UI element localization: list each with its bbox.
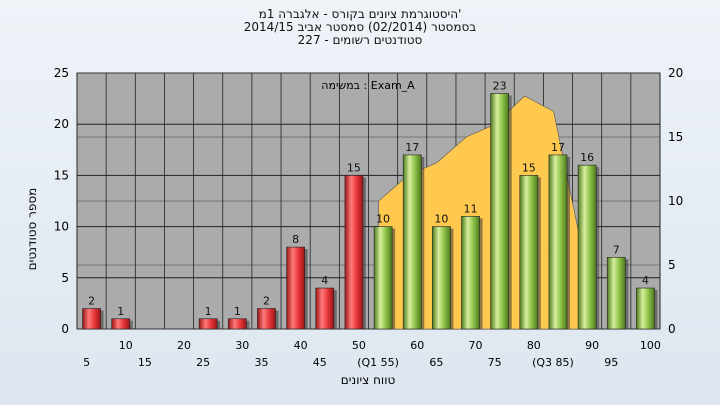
x-tick-label: 25: [196, 356, 210, 369]
bar-75: [490, 93, 510, 330]
plot-annotation: במשימה : Exam_A: [321, 79, 415, 92]
y-axis-label: מספר סטודנטים: [25, 188, 39, 271]
x-tick-label: 10: [119, 339, 133, 352]
value-label-40: 8: [292, 233, 299, 246]
bar-30: [227, 318, 247, 330]
x-tick-label: 90: [585, 339, 599, 352]
value-label-100: 4: [642, 274, 649, 287]
x-tick-label: 65: [429, 356, 443, 369]
y-tick-label: 25: [54, 66, 69, 80]
bar-100: [636, 287, 655, 330]
bar-10: [111, 318, 131, 330]
y2-tick-label: 0: [668, 322, 676, 336]
chart-title-line-2: בסמסטר (02/2014) סמסטר אביב 2014/15: [243, 20, 477, 34]
x-tick-label: 5: [83, 356, 90, 369]
value-label-75: 23: [493, 79, 507, 92]
bar-25: [198, 318, 218, 330]
value-label-55: 10: [376, 213, 390, 226]
y2-tick-label: 5: [668, 258, 676, 272]
y2-tick-label: 15: [668, 130, 683, 144]
value-label-60: 17: [405, 141, 419, 154]
value-label-80: 15: [522, 161, 536, 174]
bar-40: [286, 246, 305, 330]
y2-tick-label: 10: [668, 194, 683, 208]
x-tick-label: 35: [254, 356, 268, 369]
x-tick-label: 80: [527, 339, 541, 352]
value-label-45: 4: [321, 274, 328, 287]
bar-85: [548, 154, 568, 330]
value-label-85: 17: [551, 141, 565, 154]
bar-5: [82, 308, 101, 330]
x-tick-label: 45: [313, 356, 327, 369]
value-label-70: 11: [464, 202, 478, 215]
x-tick-label: 95: [604, 356, 618, 369]
bar-35: [257, 308, 276, 330]
x-tick-label: (Q1 55): [357, 356, 399, 369]
y-tick-label: 10: [54, 220, 69, 234]
y-tick-label: 0: [61, 322, 69, 336]
y-tick-label: 20: [54, 117, 69, 131]
value-label-65: 10: [434, 213, 448, 226]
y2-tick-label: 20: [668, 66, 683, 80]
x-tick-label: 100: [640, 339, 661, 352]
y2-axis-ticks: 0 5 10 15 20: [668, 66, 683, 336]
bar-70: [461, 216, 480, 330]
chart-title-line-1: היסטוגרמת ציונים בקורס - אלגברה 1מ': [258, 7, 462, 21]
bar-95: [606, 257, 626, 330]
bars: [82, 93, 658, 330]
x-tick-label: 30: [235, 339, 249, 352]
x-tick-label: (Q3 85): [532, 356, 574, 369]
bar-80: [519, 175, 539, 330]
value-label-5: 2: [88, 295, 95, 308]
x-tick-label: 15: [138, 356, 152, 369]
x-tick-label: 70: [469, 339, 483, 352]
value-label-25: 1: [205, 305, 212, 318]
value-label-35: 2: [263, 295, 270, 308]
x-tick-label: 40: [294, 339, 308, 352]
x-axis-ticks: 5 10 15 20 25 30 35 40 45 50 (Q1 55) 60 65 70 75 80 (Q3 …: [83, 339, 661, 369]
x-axis-label: טווח ציונים: [341, 373, 396, 387]
bar-50: [344, 175, 364, 330]
bar-90: [577, 164, 597, 330]
bar-45: [315, 287, 335, 330]
value-label-30: 1: [234, 305, 241, 318]
value-label-10: 1: [117, 305, 124, 318]
value-label-50: 15: [347, 161, 361, 174]
bar-65: [432, 226, 451, 330]
bar-60: [402, 154, 422, 330]
y-tick-label: 15: [54, 168, 69, 182]
x-tick-label: 75: [488, 356, 502, 369]
value-label-95: 7: [613, 243, 620, 256]
bar-55: [373, 226, 393, 330]
value-label-90: 16: [580, 151, 594, 164]
x-tick-label: 20: [177, 339, 191, 352]
x-tick-label: 50: [352, 339, 366, 352]
y-axis-ticks: 0 5 10 15 20 25: [54, 66, 69, 336]
x-tick-label: 60: [410, 339, 424, 352]
chart-title-line-3: סטודנטים רשומים - 227: [297, 33, 423, 47]
y-tick-label: 5: [61, 271, 69, 285]
